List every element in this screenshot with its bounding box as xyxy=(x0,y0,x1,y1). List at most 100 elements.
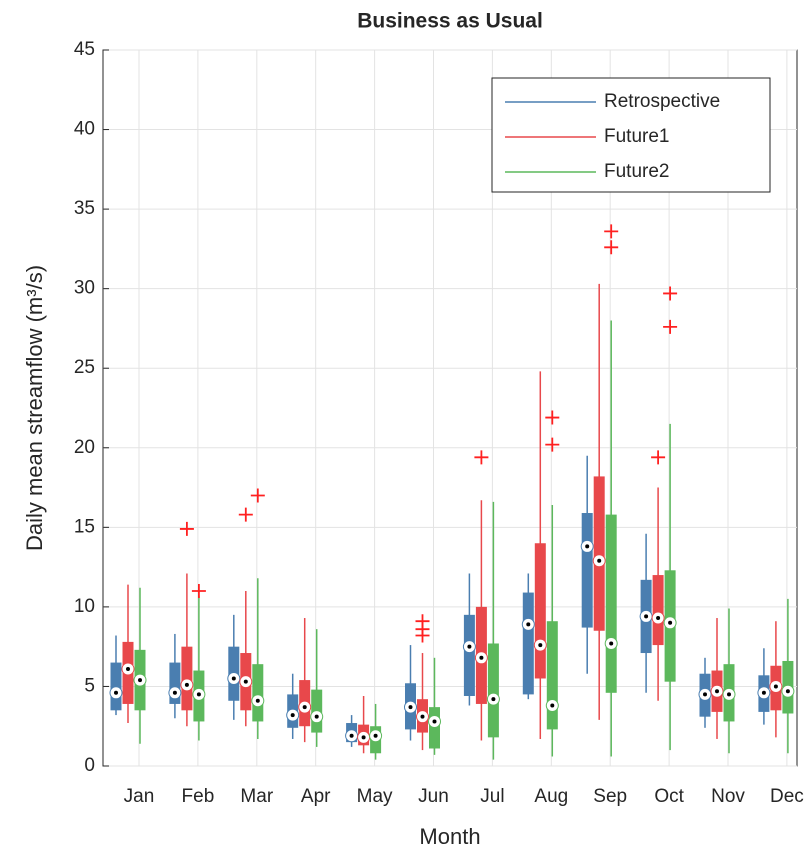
x-tick-label: Jul xyxy=(480,786,504,807)
median-dot xyxy=(585,544,590,549)
median-dot xyxy=(290,713,295,718)
median-dot xyxy=(420,714,425,719)
x-tick-label: Apr xyxy=(301,786,331,807)
median-dot xyxy=(243,679,248,684)
median-dot xyxy=(715,689,719,694)
y-tick-label: 20 xyxy=(74,437,95,458)
outlier xyxy=(545,437,560,452)
box-group xyxy=(191,583,206,741)
box-group xyxy=(604,224,619,757)
median-dot xyxy=(526,622,531,627)
x-tick-label: Oct xyxy=(654,786,684,807)
chart-title: Business as Usual xyxy=(357,10,543,33)
median-dot xyxy=(373,733,378,738)
x-axis-label: Month xyxy=(419,824,480,849)
box-group xyxy=(133,587,147,744)
box-group xyxy=(168,633,182,719)
median-dot xyxy=(668,620,673,625)
x-tick-label: May xyxy=(357,786,393,807)
y-tick-label: 15 xyxy=(74,516,95,537)
median-dot xyxy=(231,676,236,681)
y-tick-label: 30 xyxy=(74,278,95,299)
outlier xyxy=(415,614,430,629)
median-dot xyxy=(184,682,189,687)
median-dot xyxy=(302,705,307,710)
median-dot xyxy=(361,735,366,740)
box-group xyxy=(722,608,736,754)
median-dot xyxy=(538,643,543,648)
box-group xyxy=(533,371,547,739)
box-group xyxy=(698,657,712,728)
box xyxy=(487,643,499,738)
median-dot xyxy=(467,644,472,649)
outlier xyxy=(238,507,253,522)
box-group xyxy=(428,657,441,755)
box-group xyxy=(404,645,417,741)
outlier xyxy=(179,521,194,536)
box-group xyxy=(781,598,795,754)
median-dot xyxy=(432,719,437,724)
median-dot xyxy=(644,614,649,619)
median-dot xyxy=(114,690,118,695)
y-tick-label: 10 xyxy=(74,596,95,617)
box-group xyxy=(369,703,383,760)
median-dot xyxy=(255,698,260,703)
box-group xyxy=(580,455,594,674)
box xyxy=(169,662,181,704)
legend-box xyxy=(491,77,771,193)
box xyxy=(252,664,264,722)
x-tick-label: Aug xyxy=(534,786,568,807)
median-dot xyxy=(314,714,319,719)
median-dot xyxy=(172,690,177,695)
median-dot xyxy=(479,655,484,660)
legend: Retrospective Future1 Future2 xyxy=(491,77,771,193)
median-dot xyxy=(703,692,707,697)
box xyxy=(652,575,664,646)
box xyxy=(581,513,593,628)
box xyxy=(534,543,546,679)
outlier xyxy=(663,286,678,301)
box-group xyxy=(474,450,489,741)
box-group xyxy=(710,618,724,739)
median-dot xyxy=(609,641,614,646)
box-group xyxy=(592,283,606,720)
median-dot xyxy=(408,705,413,710)
box-group xyxy=(179,521,194,727)
box-group xyxy=(545,410,560,757)
box-group xyxy=(109,635,123,716)
box-group xyxy=(310,629,324,747)
median-dot xyxy=(761,690,766,695)
box xyxy=(463,614,475,696)
outlier xyxy=(545,410,560,425)
y-axis-label: Daily mean streamflow (m³/s) xyxy=(22,265,47,551)
outlier xyxy=(191,583,206,598)
box xyxy=(605,514,617,693)
box xyxy=(546,621,558,730)
y-tick-label: 25 xyxy=(74,357,95,378)
outlier xyxy=(604,224,619,239)
box xyxy=(593,476,605,631)
box-group xyxy=(462,573,476,706)
legend-label: Future1 xyxy=(604,126,669,147)
outlier xyxy=(474,450,489,465)
legend-label: Future2 xyxy=(604,161,669,182)
legend-label: Retrospective xyxy=(604,91,720,112)
x-tick-label: Feb xyxy=(182,786,215,807)
median-dot xyxy=(597,558,602,563)
outlier xyxy=(651,450,666,465)
x-tick-label: Mar xyxy=(240,786,273,807)
box-group xyxy=(121,584,135,724)
x-tick-label: Sep xyxy=(593,786,627,807)
outlier xyxy=(663,319,678,334)
box-group xyxy=(757,648,771,725)
y-tick-label: 45 xyxy=(74,39,95,60)
box-group xyxy=(250,488,265,739)
y-tick-label: 0 xyxy=(84,755,95,776)
median-dot xyxy=(138,678,142,683)
box-group xyxy=(651,450,666,701)
y-tick-label: 40 xyxy=(74,119,95,140)
median-dot xyxy=(727,692,731,697)
outlier xyxy=(250,488,265,503)
box-group xyxy=(357,695,371,754)
box-group xyxy=(227,614,241,720)
